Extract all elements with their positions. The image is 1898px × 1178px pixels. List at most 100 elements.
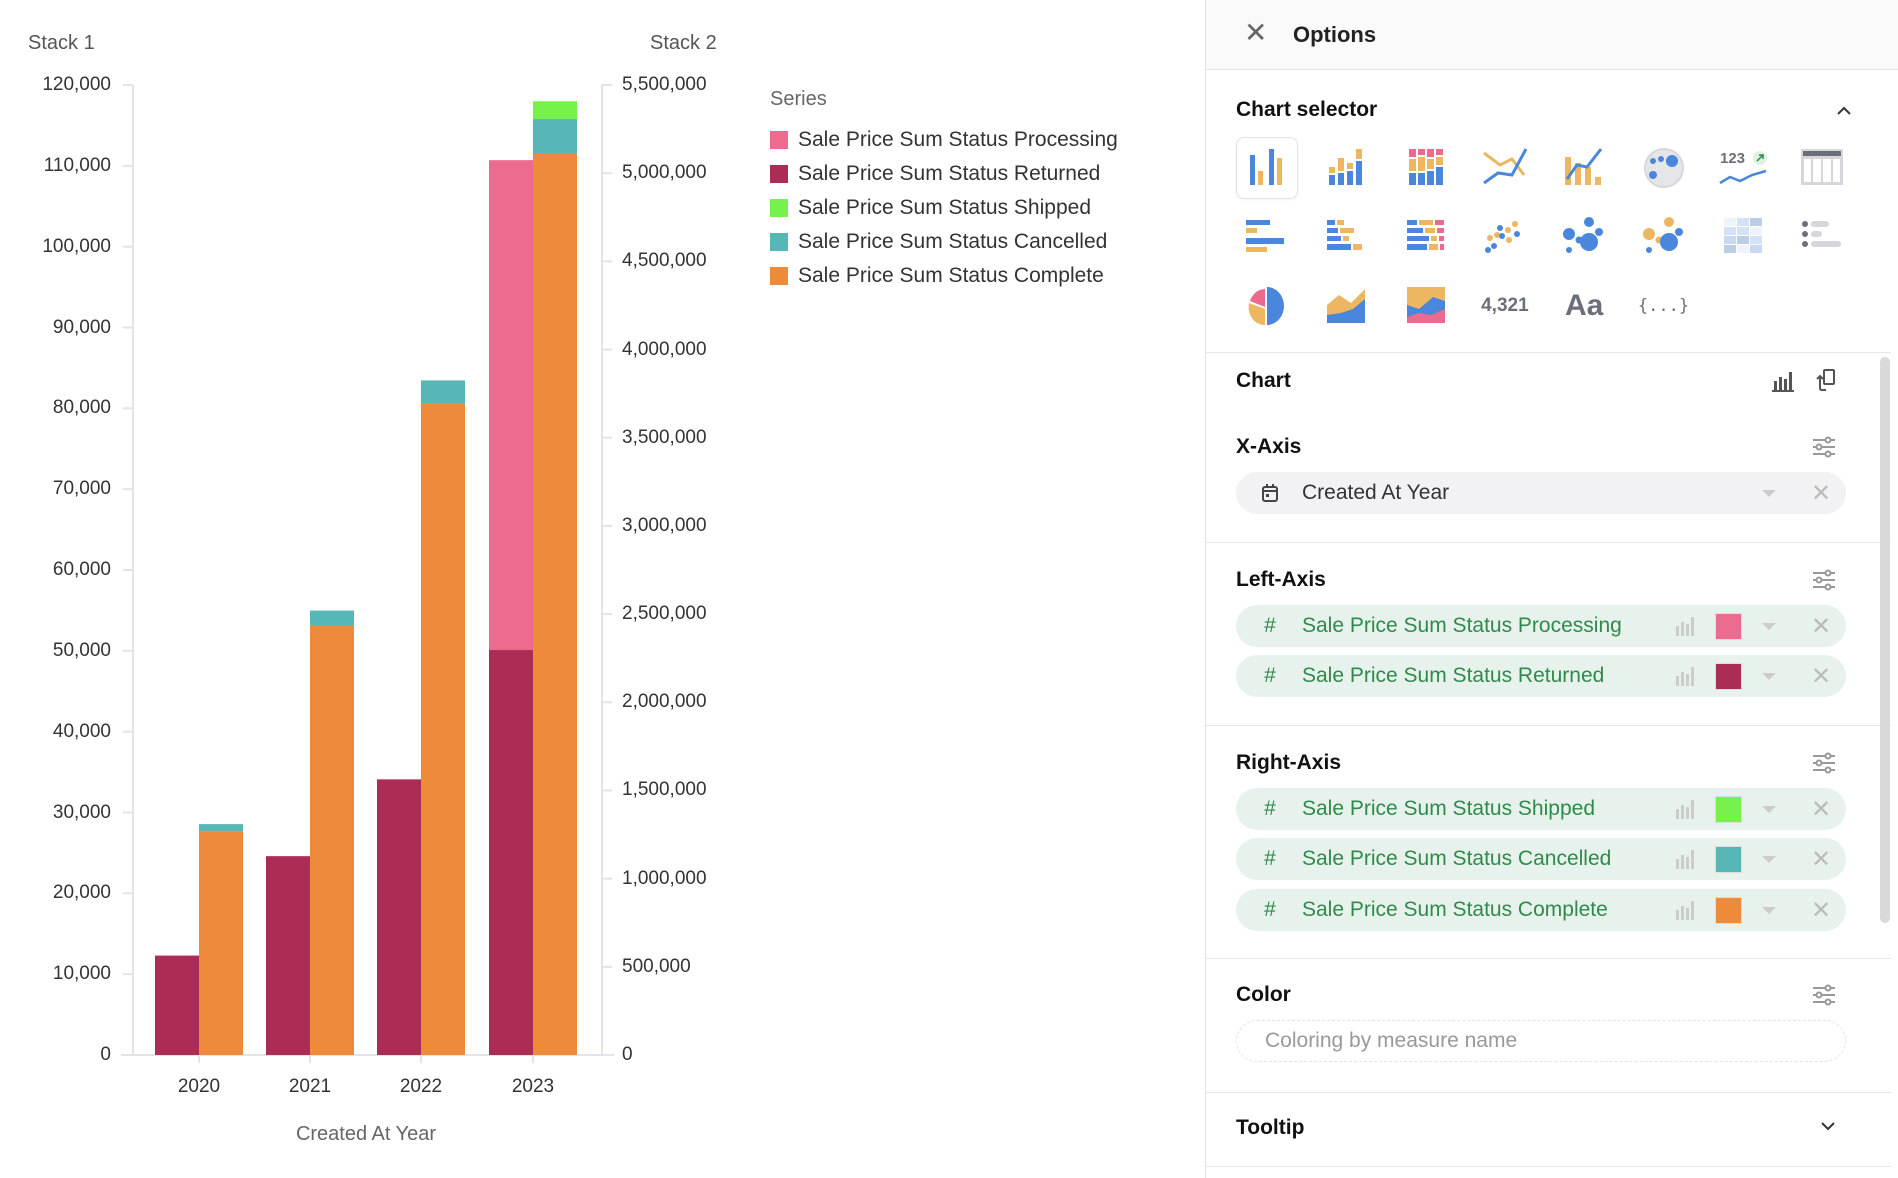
kpi-trend-icon[interactable]: 123	[1712, 137, 1774, 199]
horizontal-bar-icon[interactable]	[1236, 206, 1298, 268]
chevron-down-icon[interactable]	[1820, 1120, 1836, 1132]
color-swatch[interactable]	[1715, 612, 1742, 640]
settings-sliders-icon[interactable]	[1811, 436, 1837, 458]
bar-type-icon[interactable]	[1675, 666, 1697, 686]
bar-type-icon[interactable]	[1675, 616, 1697, 636]
bar-segment[interactable]	[310, 610, 354, 626]
bar-segment[interactable]	[377, 779, 421, 1055]
bubble-2-icon[interactable]	[1633, 206, 1695, 268]
bar-segment[interactable]	[155, 955, 199, 1055]
bar-segment[interactable]	[489, 160, 533, 651]
right-tick-label: 5,500,000	[622, 74, 707, 95]
close-icon[interactable]: ✕	[1244, 17, 1268, 48]
chevron-up-icon[interactable]	[1836, 104, 1852, 116]
dropdown-icon[interactable]	[1762, 622, 1776, 630]
left-tick-label: 90,000	[52, 316, 111, 338]
legend-item[interactable]: Sale Price Sum Status Returned	[770, 162, 1100, 186]
legend-label: Sale Price Sum Status Shipped	[798, 196, 1091, 219]
measure-field[interactable]: # Sale Price Sum Status Shipped ✕	[1236, 788, 1846, 830]
measure-field-label: Sale Price Sum Status Cancelled	[1302, 847, 1612, 870]
measure-field[interactable]: # Sale Price Sum Status Cancelled ✕	[1236, 838, 1846, 880]
horizontal-percent-bar-icon[interactable]	[1395, 206, 1457, 268]
geo-map-icon[interactable]	[1633, 137, 1695, 199]
color-swatch[interactable]	[1715, 795, 1742, 823]
color-field-input[interactable]: Coloring by measure name	[1236, 1020, 1846, 1062]
legend-item[interactable]: Sale Price Sum Status Shipped	[770, 196, 1091, 220]
line-chart-icon[interactable]	[1474, 137, 1536, 199]
bar-segment[interactable]	[533, 119, 577, 154]
dropdown-icon[interactable]	[1762, 672, 1776, 680]
dropdown-icon[interactable]	[1762, 906, 1776, 914]
number-icon[interactable]: 4,321	[1474, 275, 1536, 337]
dropdown-icon[interactable]	[1762, 855, 1776, 863]
right-tick-label: 0	[622, 1044, 633, 1065]
settings-sliders-icon[interactable]	[1811, 752, 1837, 774]
heatmap-icon[interactable]	[1712, 206, 1774, 268]
left-tick-label: 0	[100, 1044, 111, 1065]
measure-field-label: Sale Price Sum Status Shipped	[1302, 797, 1595, 820]
bar-segment[interactable]	[199, 824, 243, 832]
bar-type-icon[interactable]	[1675, 900, 1697, 920]
bar-segment[interactable]	[489, 650, 533, 1055]
measure-field[interactable]: # Sale Price Sum Status Complete ✕	[1236, 889, 1846, 931]
legend-swatch	[770, 199, 788, 217]
color-swatch[interactable]	[1715, 662, 1742, 690]
measure-field[interactable]: # Sale Price Sum Status Processing ✕	[1236, 605, 1846, 647]
dropdown-icon[interactable]	[1762, 805, 1776, 813]
legend-swatch	[770, 267, 788, 285]
remove-icon[interactable]: ✕	[1810, 896, 1832, 924]
chart-section-title: Chart	[1236, 369, 1291, 392]
stacked-bar-chart-icon[interactable]	[1315, 137, 1377, 199]
remove-icon[interactable]: ✕	[1810, 795, 1832, 823]
left-tick-label: 20,000	[52, 882, 111, 904]
right-tick-label: 2,000,000	[622, 691, 707, 713]
bar-segment[interactable]	[533, 101, 577, 120]
x-axis-field[interactable]: Created At Year ✕	[1236, 472, 1846, 514]
bar-chart-icon[interactable]	[1772, 369, 1796, 393]
text-icon[interactable]: Aa	[1553, 275, 1615, 337]
percent-stacked-bar-icon[interactable]	[1395, 137, 1457, 199]
combo-chart-icon[interactable]	[1553, 137, 1615, 199]
remove-icon[interactable]: ✕	[1810, 612, 1832, 640]
x-axis-title: Created At Year	[295, 1123, 437, 1145]
scrollbar[interactable]	[1880, 357, 1890, 923]
color-swatch[interactable]	[1715, 896, 1742, 924]
pie-chart-icon[interactable]	[1236, 275, 1298, 337]
bar-type-icon[interactable]	[1675, 799, 1697, 819]
bar-segment[interactable]	[533, 153, 577, 1055]
swap-axis-icon[interactable]	[1814, 368, 1840, 394]
bar-segment[interactable]	[310, 625, 354, 1055]
right-tick-label: 4,000,000	[622, 338, 707, 360]
legend-item[interactable]: Sale Price Sum Status Cancelled	[770, 230, 1107, 254]
x-tick-label: 2023	[511, 1076, 555, 1097]
dropdown-icon[interactable]	[1762, 489, 1776, 497]
horizontal-stacked-bar-icon[interactable]	[1315, 206, 1377, 268]
settings-sliders-icon[interactable]	[1811, 984, 1837, 1006]
remove-icon[interactable]: ✕	[1810, 845, 1832, 873]
tooltip-section-title[interactable]: Tooltip	[1236, 1116, 1305, 1139]
grouped-bar-chart-icon[interactable]	[1236, 137, 1298, 199]
legend-item[interactable]: Sale Price Sum Status Processing	[770, 128, 1118, 152]
settings-sliders-icon[interactable]	[1811, 569, 1837, 591]
bar-segment[interactable]	[199, 831, 243, 1055]
bubble-icon[interactable]	[1553, 206, 1615, 268]
bar-segment[interactable]	[421, 380, 465, 404]
x-tick-label: 2020	[177, 1076, 221, 1097]
bar-type-icon[interactable]	[1675, 849, 1697, 869]
measure-field[interactable]: # Sale Price Sum Status Returned ✕	[1236, 655, 1846, 697]
bar-segment[interactable]	[421, 403, 465, 1055]
left-tick-label: 110,000	[43, 154, 111, 176]
remove-icon[interactable]: ✕	[1810, 479, 1832, 507]
area-chart-icon[interactable]	[1315, 275, 1377, 337]
remove-icon[interactable]: ✕	[1810, 662, 1832, 690]
bar-segment[interactable]	[266, 856, 310, 1055]
scatter-icon[interactable]	[1474, 206, 1536, 268]
stacked-area-icon[interactable]	[1395, 275, 1457, 337]
legend-item[interactable]: Sale Price Sum Status Complete	[770, 264, 1104, 288]
color-swatch[interactable]	[1715, 845, 1742, 873]
list-icon[interactable]	[1791, 206, 1853, 268]
json-icon[interactable]: {...}	[1633, 275, 1695, 337]
table-icon[interactable]	[1791, 137, 1853, 199]
hash-icon: #	[1264, 614, 1276, 637]
legend-swatch	[770, 131, 788, 149]
